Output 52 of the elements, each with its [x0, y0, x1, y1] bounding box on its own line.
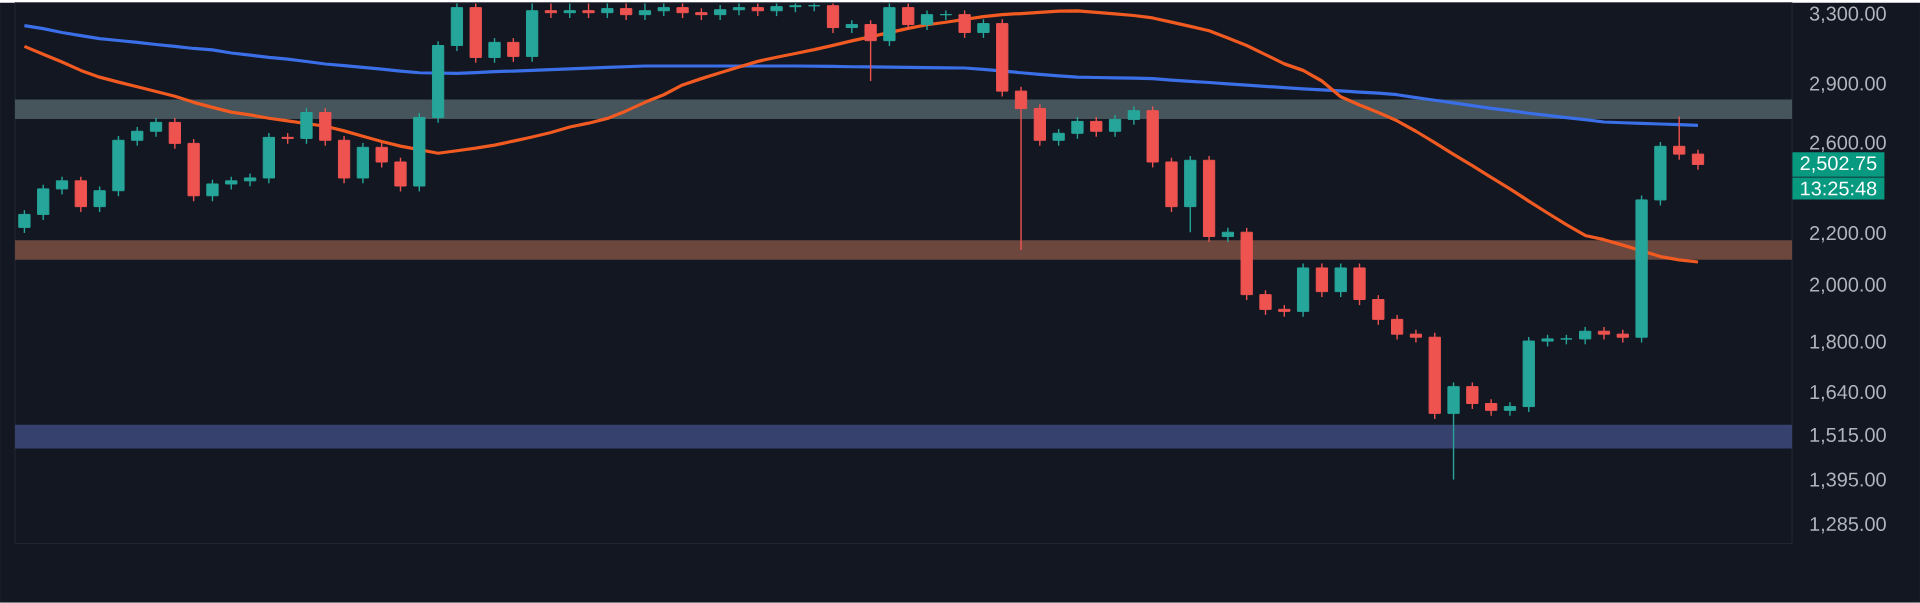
y-tick-label: 1,800.00 [1810, 334, 1886, 352]
candlestick [488, 37, 501, 64]
y-tick-label: 2,200.00 [1810, 226, 1886, 243]
candlestick [1127, 105, 1141, 126]
y-tick-label: 2,900.00 [1810, 76, 1886, 94]
candlestick [845, 19, 858, 34]
candlestick [1597, 326, 1611, 341]
candlestick [1372, 294, 1385, 326]
text: 13:25:48 [1801, 181, 1877, 196]
candlestick [1259, 289, 1272, 316]
candlestick [1409, 329, 1423, 344]
candlestick [507, 37, 520, 63]
candlestick [1090, 116, 1103, 138]
candlestick [1466, 381, 1479, 410]
candlestick [1334, 262, 1347, 298]
candlestick [1315, 262, 1329, 298]
candlestick [920, 9, 934, 31]
candlestick [638, 2, 652, 21]
candlestick [93, 185, 106, 213]
y-tick-label: 1,640.00 [1810, 385, 1886, 402]
candlestick [18, 209, 31, 234]
candlestick [1071, 116, 1084, 140]
candlestick [1673, 115, 1686, 161]
candlestick [544, 2, 558, 19]
candlestick [1221, 227, 1235, 243]
candlestick [902, 2, 915, 31]
text: 2,502.75 [1800, 156, 1877, 173]
candlestick [131, 126, 144, 147]
candlestick [808, 2, 821, 13]
candlestick [1390, 314, 1404, 341]
candlestick [958, 9, 971, 39]
candlestick [732, 2, 746, 17]
y-tick-label: 2,600.00 [1810, 135, 1886, 153]
candlestick [206, 179, 219, 203]
candlestick [375, 142, 388, 169]
y-tick-label: 3,300.00 [1809, 6, 1886, 24]
candlestick [864, 19, 877, 82]
candlestick [1014, 86, 1028, 251]
candlestick [149, 117, 163, 138]
y-tick-label: 1,285.00 [1810, 517, 1886, 534]
y-tick-label: 2,000.00 [1810, 277, 1886, 295]
candlestick [394, 157, 407, 193]
y-tick-label: 1,515.00 [1810, 428, 1886, 445]
candlestick [826, 2, 840, 34]
candlestick [939, 9, 952, 21]
candlestick [168, 117, 181, 150]
candlestick [1691, 149, 1705, 171]
y-tick-label: 1,395.00 [1810, 472, 1886, 490]
candlestick [977, 18, 990, 39]
candlestick [1108, 114, 1122, 138]
line-series [22, 9, 1700, 264]
candlestick [1503, 401, 1517, 417]
